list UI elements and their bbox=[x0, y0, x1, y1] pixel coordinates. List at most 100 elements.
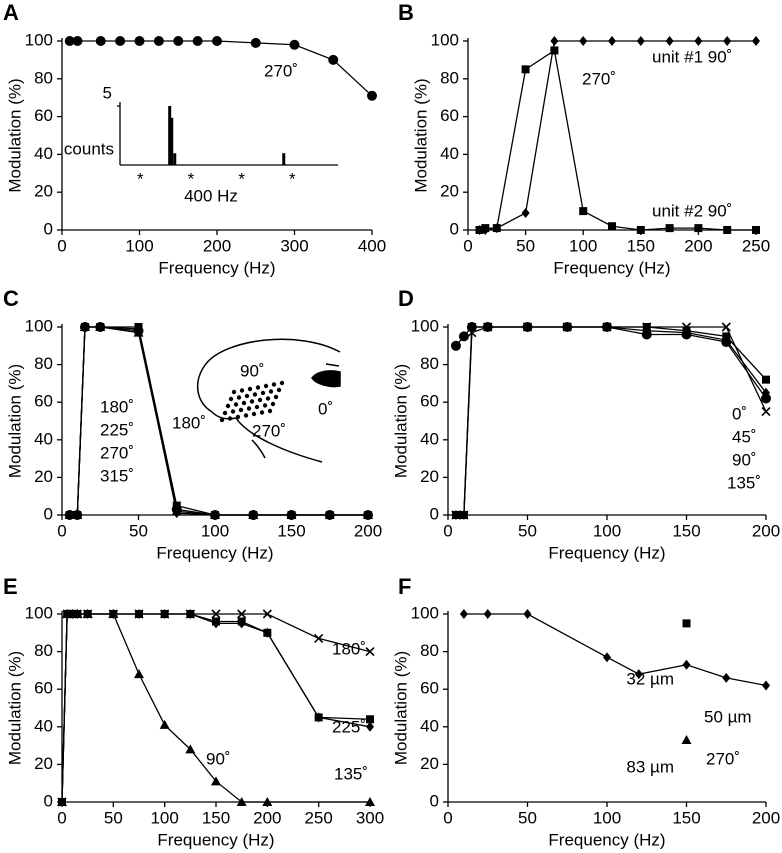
data-point bbox=[492, 224, 501, 233]
y-tick-label: 20 bbox=[420, 754, 439, 773]
y-axis-label: Modulation (%) bbox=[391, 651, 410, 765]
y-tick-label: 80 bbox=[34, 68, 53, 87]
x-tick-label: 200 bbox=[203, 236, 231, 255]
series-label: unit #2 90˚ bbox=[652, 201, 732, 220]
annotation: 270˚ bbox=[582, 69, 616, 88]
data-point bbox=[723, 226, 732, 234]
data-point bbox=[236, 797, 247, 806]
y-axis-label: Modulation (%) bbox=[411, 78, 430, 192]
data-point bbox=[475, 226, 484, 234]
x-axis-label: Frequency (Hz) bbox=[548, 543, 665, 562]
series-label: 83 µm bbox=[626, 757, 674, 776]
series-label: 135˚ bbox=[727, 473, 761, 492]
data-point bbox=[636, 36, 645, 46]
y-tick-label: 20 bbox=[34, 182, 53, 201]
x-tick-label: 150 bbox=[672, 521, 700, 540]
x-tick-label: 0 bbox=[443, 521, 452, 540]
data-point bbox=[96, 322, 105, 332]
data-point bbox=[608, 222, 616, 231]
x-tick-label: 100 bbox=[150, 808, 178, 827]
data-point bbox=[459, 609, 468, 619]
data-point bbox=[108, 609, 119, 618]
x-tick-label: 150 bbox=[672, 808, 700, 827]
data-point bbox=[134, 669, 144, 679]
panel-letter: C bbox=[3, 286, 19, 311]
data-point bbox=[366, 715, 374, 724]
data-point bbox=[682, 659, 691, 670]
y-tick-label: 60 bbox=[34, 106, 53, 125]
inset-asterisk: * bbox=[289, 169, 296, 188]
data-point bbox=[365, 647, 375, 657]
panel-letter: B bbox=[398, 0, 414, 25]
data-point bbox=[160, 609, 169, 619]
x-tick-label: 50 bbox=[518, 808, 537, 827]
series-line bbox=[455, 326, 767, 516]
data-point bbox=[65, 510, 74, 520]
electrode-dot bbox=[233, 402, 239, 407]
data-point bbox=[721, 337, 732, 348]
x-tick-label: 200 bbox=[354, 521, 382, 540]
data-point bbox=[681, 734, 692, 744]
data-point bbox=[325, 510, 334, 520]
electrode-dot bbox=[228, 396, 234, 402]
x-tick-label: 100 bbox=[201, 521, 229, 540]
x-axis-label: Frequency (Hz) bbox=[548, 830, 665, 849]
data-point bbox=[237, 609, 247, 619]
data-point bbox=[134, 36, 145, 46]
electrode-dot bbox=[251, 411, 257, 417]
series-line bbox=[61, 613, 371, 803]
panel-letter: D bbox=[398, 286, 414, 311]
data-point bbox=[681, 329, 692, 340]
y-tick-label: 80 bbox=[420, 354, 439, 373]
y-tick-label: 80 bbox=[34, 354, 53, 373]
data-point bbox=[608, 36, 616, 46]
y-tick-label: 40 bbox=[34, 429, 53, 448]
series-line bbox=[455, 326, 767, 516]
data-point bbox=[135, 609, 143, 619]
data-point bbox=[636, 226, 645, 234]
y-tick-label: 40 bbox=[34, 144, 53, 163]
data-point bbox=[364, 510, 372, 520]
data-point bbox=[153, 36, 164, 46]
data-point bbox=[262, 609, 272, 619]
y-axis-label: Modulation (%) bbox=[5, 651, 24, 765]
series-line bbox=[61, 613, 371, 803]
y-axis-label: Modulation (%) bbox=[5, 78, 24, 192]
data-point bbox=[212, 36, 222, 46]
x-tick-label: 100 bbox=[569, 236, 597, 255]
y-tick-label: 20 bbox=[440, 182, 459, 201]
electrode-dot bbox=[249, 399, 255, 404]
x-tick-label: 50 bbox=[516, 236, 535, 255]
series-line bbox=[61, 613, 370, 803]
data-point bbox=[211, 609, 221, 619]
y-tick-label: 40 bbox=[420, 716, 439, 735]
data-point bbox=[550, 46, 559, 55]
data-point bbox=[367, 90, 377, 101]
y-tick-label: 60 bbox=[34, 392, 53, 411]
y-tick-label: 20 bbox=[34, 754, 53, 773]
electrode-dot bbox=[262, 403, 268, 408]
data-point bbox=[72, 609, 83, 618]
series-label: 90˚ bbox=[732, 450, 757, 469]
series-line bbox=[455, 326, 767, 399]
data-point bbox=[159, 719, 170, 729]
y-tick-label: 100 bbox=[25, 30, 53, 49]
y-axis-label: Modulation (%) bbox=[5, 364, 24, 478]
electrode-dot bbox=[267, 408, 273, 414]
data-point bbox=[467, 328, 477, 338]
y-tick-label: 60 bbox=[34, 679, 53, 698]
electrode-dot bbox=[255, 385, 261, 390]
series-line bbox=[455, 326, 767, 516]
electrode-dot bbox=[219, 417, 225, 423]
y-tick-label: 100 bbox=[25, 316, 53, 335]
x-tick-label: 200 bbox=[752, 808, 780, 827]
inset-asterisk: * bbox=[137, 169, 144, 188]
inset-y-label: counts bbox=[64, 139, 114, 158]
x-tick-label: 150 bbox=[277, 521, 305, 540]
data-point bbox=[521, 207, 530, 218]
data-point bbox=[211, 510, 219, 520]
x-tick-label: 150 bbox=[627, 236, 655, 255]
head-diagram bbox=[196, 338, 341, 463]
x-tick-label: 100 bbox=[125, 236, 153, 255]
electrode-dot bbox=[230, 409, 236, 414]
